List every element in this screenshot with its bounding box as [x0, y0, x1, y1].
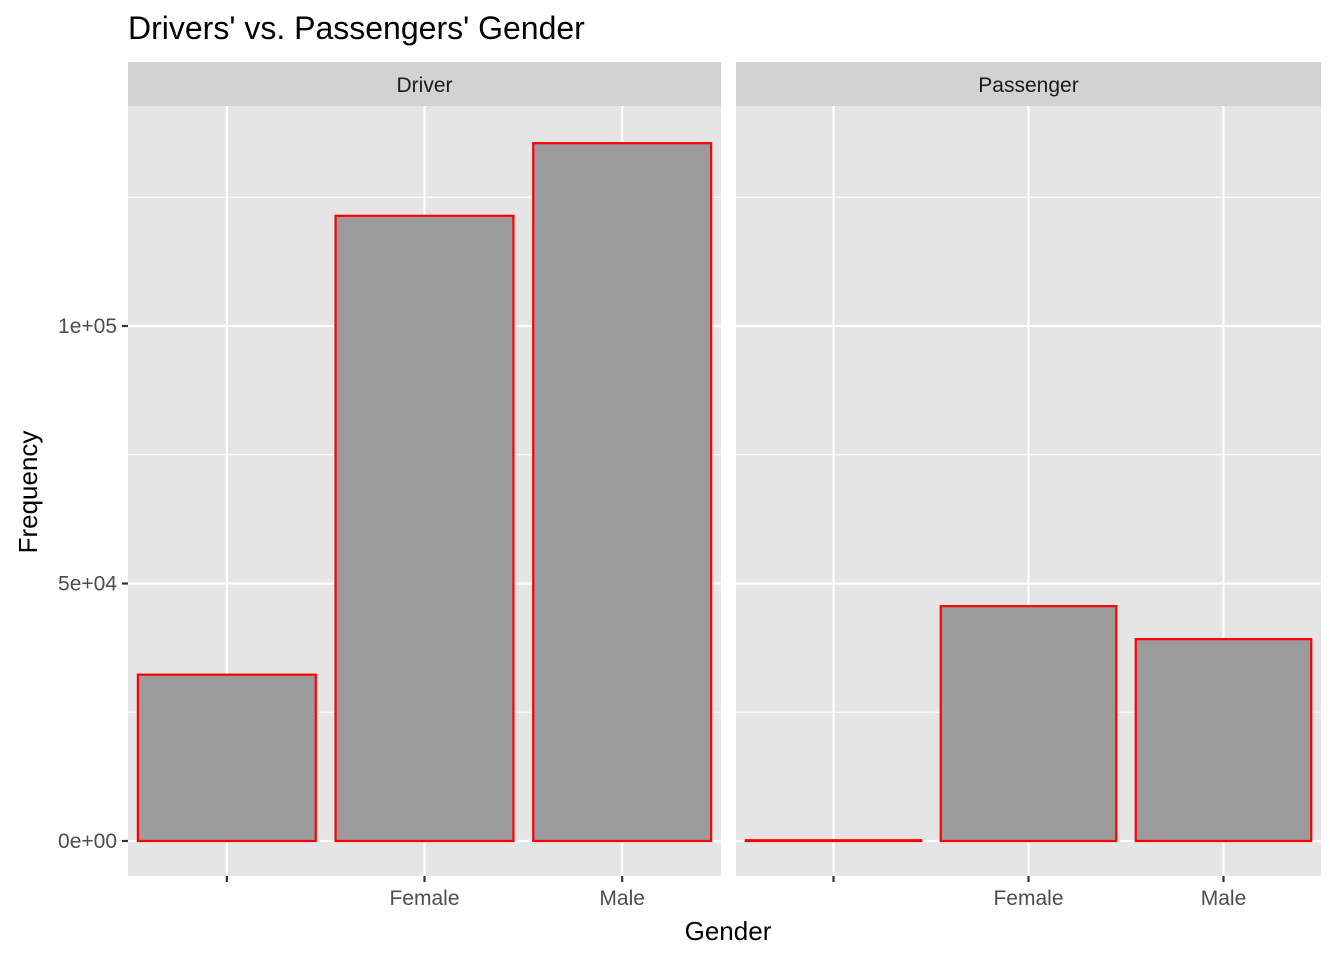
facet-driver: Driver Female Male [128, 62, 721, 910]
y-tick-label: 5e+04 [58, 573, 117, 596]
chart-title: Drivers' vs. Passengers' Gender [128, 10, 585, 46]
x-tick-label: Male [599, 887, 645, 910]
facet-panels: Driver Female Male Passenger Female Male [128, 62, 1321, 910]
x-tick-label: Female [993, 887, 1063, 910]
x-axis-title: Gender [685, 916, 772, 946]
y-axis: 0e+00 5e+04 1e+05 [58, 315, 128, 853]
bar-driver-blank [136, 673, 317, 843]
bar-passenger-female [939, 605, 1118, 843]
strip-background [736, 62, 1321, 106]
bar-passenger-blank [744, 839, 923, 843]
bar-passenger-male [1134, 638, 1313, 843]
y-tick-label: 0e+00 [58, 830, 117, 853]
strip-label-driver: Driver [397, 74, 453, 97]
y-axis-title: Frequency [13, 431, 43, 554]
bar-driver-female [334, 214, 515, 843]
x-tick-label: Male [1201, 887, 1247, 910]
strip-label-passenger: Passenger [978, 74, 1078, 97]
strip-background [128, 62, 721, 106]
x-tick-label: Female [389, 887, 459, 910]
y-tick-label: 1e+05 [58, 315, 117, 338]
facet-passenger: Passenger Female Male [736, 62, 1321, 910]
bar-driver-male [532, 142, 713, 843]
